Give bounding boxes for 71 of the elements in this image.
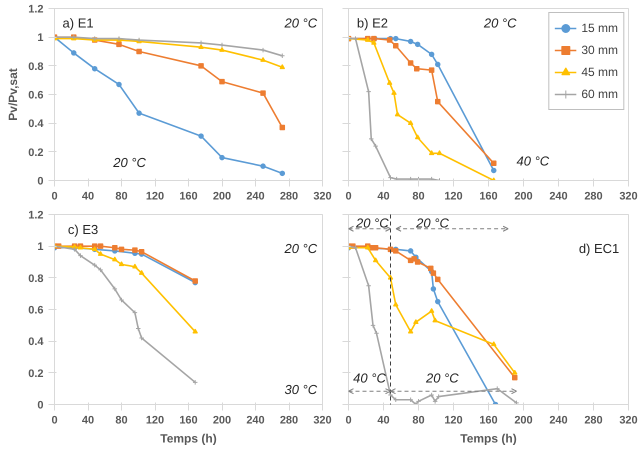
annotation: a) E1 <box>62 15 94 30</box>
x-tick-label: 280 <box>280 414 298 426</box>
y-tick-label: 0.2 <box>28 146 44 159</box>
y-tick-label: 0.2 <box>28 368 44 380</box>
x-tick-label: 120 <box>146 190 164 202</box>
y-tick-label: 0.8 <box>28 272 44 285</box>
y-tick-label: 0.6 <box>28 304 44 316</box>
x-tick-label: 200 <box>212 414 232 426</box>
x-tick-label: 160 <box>479 190 498 202</box>
y-tick-label: 0.8 <box>28 60 44 73</box>
x-tick-label: 200 <box>212 190 232 202</box>
x-tick-label: 80 <box>412 414 425 426</box>
legend-label: 15 mm <box>581 21 618 35</box>
annotation: 20 °C <box>424 370 460 386</box>
x-tick-label: 160 <box>179 190 198 202</box>
x-tick-label: 320 <box>313 414 332 426</box>
legend-label: 45 mm <box>581 65 618 79</box>
y-tick-label: 0.4 <box>28 118 44 130</box>
y-tick-label: 0 <box>37 176 44 188</box>
legend-label: 30 mm <box>581 43 618 57</box>
x-tick-label: 0 <box>345 414 352 426</box>
annotation: 20 °C <box>112 155 146 170</box>
x-tick-label: 280 <box>280 190 298 202</box>
x-tick-label: 40 <box>377 414 390 426</box>
annotation: 20 °C <box>283 241 318 256</box>
x-tick-label: 200 <box>514 414 533 426</box>
x-axis-title: Temps (h) <box>460 432 517 446</box>
annotation: d) EC1 <box>578 241 620 256</box>
annotation: 20 °C <box>283 15 318 30</box>
annotation: b) E2 <box>356 15 388 30</box>
x-tick-label: 40 <box>377 190 390 202</box>
x-tick-label: 120 <box>146 414 164 426</box>
y-tick-label: 0 <box>37 400 44 412</box>
y-tick-label: 0.6 <box>28 90 44 102</box>
x-tick-label: 240 <box>246 190 265 202</box>
x-tick-label: 280 <box>584 190 603 202</box>
x-tick-label: 120 <box>444 190 463 202</box>
x-tick-label: 280 <box>584 414 603 426</box>
x-tick-label: 200 <box>514 190 533 202</box>
annotation: 30 °C <box>284 382 318 397</box>
annotation: 20 °C <box>415 215 450 230</box>
y-tick-label: 1.2 <box>28 210 44 222</box>
y-tick-label: 1 <box>37 32 44 44</box>
annotation: 20 °C <box>354 215 390 230</box>
annotation: 20 °C <box>482 15 518 30</box>
annotation: 40 °C <box>353 370 386 386</box>
x-tick-label: 0 <box>51 414 58 426</box>
x-tick-label: 240 <box>549 414 568 426</box>
y-tick-label: 0.4 <box>28 336 44 348</box>
x-tick-label: 240 <box>246 414 265 426</box>
annotation: 40 °C <box>516 153 550 168</box>
y-axis-title: Pv/Pv,sat <box>6 68 20 121</box>
annotation: c) E3 <box>68 222 98 238</box>
x-tick-label: 0 <box>51 190 58 202</box>
y-tick-label: 1.2 <box>28 4 44 16</box>
x-tick-label: 80 <box>115 414 128 426</box>
x-axis-title: Temps (h) <box>160 432 217 446</box>
x-tick-label: 40 <box>82 414 94 426</box>
x-tick-label: 80 <box>115 190 128 202</box>
legend-label: 60 mm <box>581 87 618 101</box>
x-tick-label: 320 <box>619 190 638 202</box>
x-tick-label: 40 <box>82 190 94 202</box>
x-tick-label: 0 <box>345 190 352 202</box>
x-tick-label: 120 <box>444 414 463 426</box>
x-tick-label: 320 <box>619 414 638 426</box>
x-tick-label: 80 <box>412 190 425 202</box>
x-tick-label: 160 <box>179 414 198 426</box>
x-tick-label: 160 <box>479 414 498 426</box>
x-tick-label: 320 <box>313 190 332 202</box>
y-tick-label: 1 <box>37 241 44 254</box>
x-tick-label: 240 <box>549 190 568 202</box>
